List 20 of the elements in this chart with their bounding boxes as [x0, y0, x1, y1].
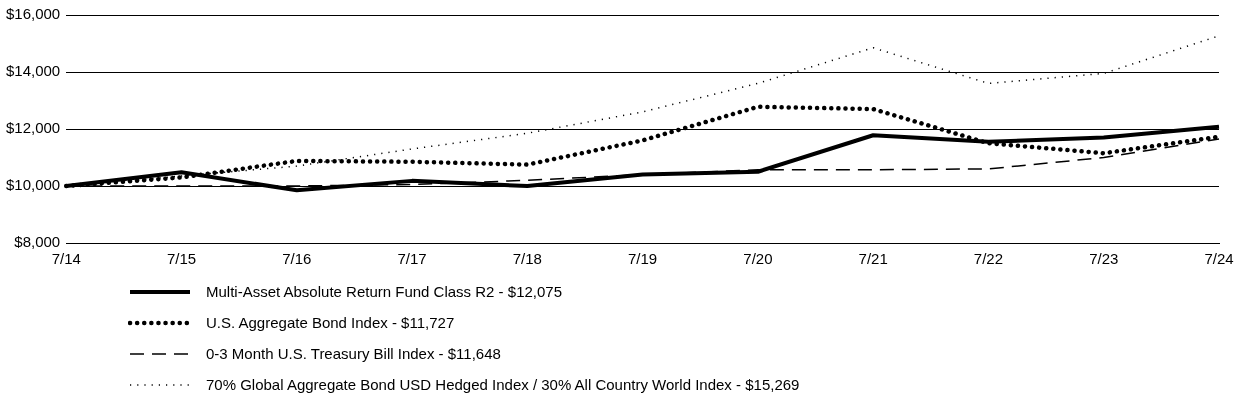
x-tick-label: 7/21: [858, 250, 888, 268]
x-tick-label: 7/22: [973, 250, 1004, 268]
legend-label: 0-3 Month U.S. Treasury Bill Index - $11,648: [206, 345, 501, 362]
x-tick-label: 7/17: [397, 250, 427, 268]
y-tick-label: $14,000: [5, 62, 61, 80]
x-tick-label: 7/23: [1089, 250, 1119, 268]
legend-label: U.S. Aggregate Bond Index - $11,727: [206, 314, 455, 331]
x-tick-label: 7/19: [628, 250, 658, 268]
x-tick-label: 7/24: [1204, 250, 1234, 268]
y-tick-label: $8,000: [14, 233, 61, 251]
y-tick-label: $12,000: [5, 119, 61, 137]
x-tick-label: 7/15: [166, 250, 197, 268]
y-tick-label: $16,000: [5, 5, 61, 23]
x-tick-label: 7/18: [512, 250, 542, 268]
legend-label: Multi-Asset Absolute Return Fund Class R2 - $12,075: [206, 283, 563, 300]
x-tick-label: 7/16: [282, 250, 312, 268]
y-tick-label: $10,000: [5, 176, 61, 194]
x-tick-label: 7/14: [51, 250, 81, 268]
legend-label: 70% Global Aggregate Bond USD Hedged Index / 30% All Country World Index - $15,269: [206, 376, 800, 393]
x-tick-label: 7/20: [743, 250, 773, 268]
